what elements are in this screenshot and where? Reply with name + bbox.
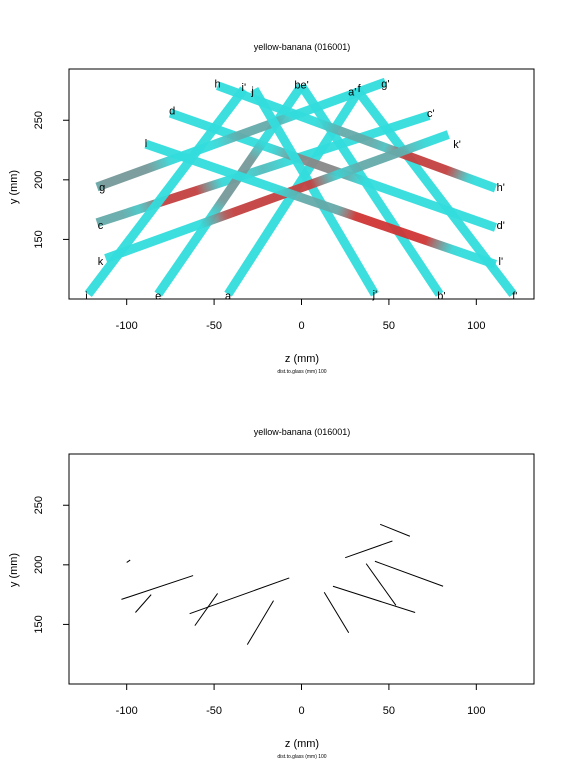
chart-title: yellow-banana (016001) — [254, 427, 351, 437]
x-tick-label: -100 — [116, 320, 138, 332]
point-label: d' — [497, 220, 505, 232]
point-label: b' — [437, 290, 445, 302]
line-g — [95, 77, 387, 192]
point-label: a — [225, 290, 232, 302]
point-label: k — [98, 256, 104, 268]
x-tick-label: 0 — [298, 705, 304, 717]
y-tick-label: 200 — [33, 171, 45, 189]
point-label: g' — [381, 78, 389, 90]
y-tick-label: 200 — [33, 556, 45, 574]
point-label: be' — [294, 79, 308, 91]
chart-panel-bottom: yellow-banana (016001) z (mm) dist.to.gl… — [0, 385, 572, 770]
point-label: j' — [372, 289, 378, 301]
x-tick-label: 100 — [467, 705, 485, 717]
point-label: i — [85, 290, 87, 302]
y-tick-label: 150 — [33, 230, 45, 248]
chart-panel-top: yellow-banana (016001) z (mm) dist.to.gl… — [8, 42, 535, 375]
line-j — [250, 86, 379, 297]
chart-top: yellow-banana (016001) z (mm) dist.to.gl… — [8, 42, 535, 375]
x-tick-label: -50 — [206, 320, 222, 332]
segment — [379, 523, 411, 537]
line-k — [104, 130, 450, 263]
line-d — [168, 108, 498, 232]
plot-frame — [68, 453, 535, 685]
segment — [135, 594, 152, 613]
point-label: k' — [453, 139, 461, 151]
x-tick-label: -100 — [116, 705, 138, 717]
segment — [126, 559, 131, 563]
plot-area: -100 -50 0 50 100 150 200 250 — [33, 453, 535, 717]
chart-subnote: dist.to.glass (mm) 100 — [277, 369, 326, 375]
y-tick-label: 150 — [33, 615, 45, 633]
segment — [246, 600, 274, 645]
y-axis-label: y (mm) — [8, 553, 20, 587]
x-tick-label: 100 — [467, 320, 485, 332]
y-axis-label: y (mm) — [8, 170, 20, 204]
line-l — [144, 139, 498, 269]
point-label: h' — [497, 182, 505, 194]
segment — [345, 540, 393, 559]
x-tick-label: 50 — [383, 320, 395, 332]
chart-subnote: dist.to.glass (mm) 100 — [277, 754, 326, 760]
chart-bottom: yellow-banana (016001) z (mm) dist.to.gl… — [8, 427, 535, 760]
point-label: a' — [348, 87, 356, 99]
point-label: l — [145, 138, 147, 150]
point-label: c' — [427, 108, 435, 120]
segment — [194, 593, 218, 626]
segment — [121, 575, 194, 600]
segment — [323, 591, 350, 634]
x-tick-label: -50 — [206, 705, 222, 717]
x-axis-label: z (mm) — [285, 738, 319, 750]
point-label: i' — [242, 82, 247, 94]
point-label: f' — [512, 290, 517, 302]
point-label: e — [155, 290, 161, 302]
point-label: l' — [499, 256, 504, 268]
plot-area: -100 -50 0 50 100 150 200 250 a e i j' b' f' k c g l d h i' j… — [33, 68, 535, 332]
point-label: d — [169, 106, 175, 118]
segment — [189, 577, 290, 615]
y-tick-label: 250 — [33, 496, 45, 514]
y-tick-label: 250 — [33, 111, 45, 129]
line-i — [84, 86, 248, 297]
chart-title: yellow-banana (016001) — [254, 42, 351, 52]
x-tick-label: 50 — [383, 705, 395, 717]
point-label: f — [358, 83, 362, 95]
x-axis-label: z (mm) — [285, 353, 319, 365]
point-label: g — [99, 182, 105, 194]
segment — [374, 560, 444, 587]
segment — [332, 585, 416, 613]
x-tick-label: 0 — [298, 320, 304, 332]
segment — [365, 563, 397, 606]
point-label: c — [98, 220, 104, 232]
point-label: j — [250, 85, 253, 97]
point-label: h — [215, 78, 221, 90]
